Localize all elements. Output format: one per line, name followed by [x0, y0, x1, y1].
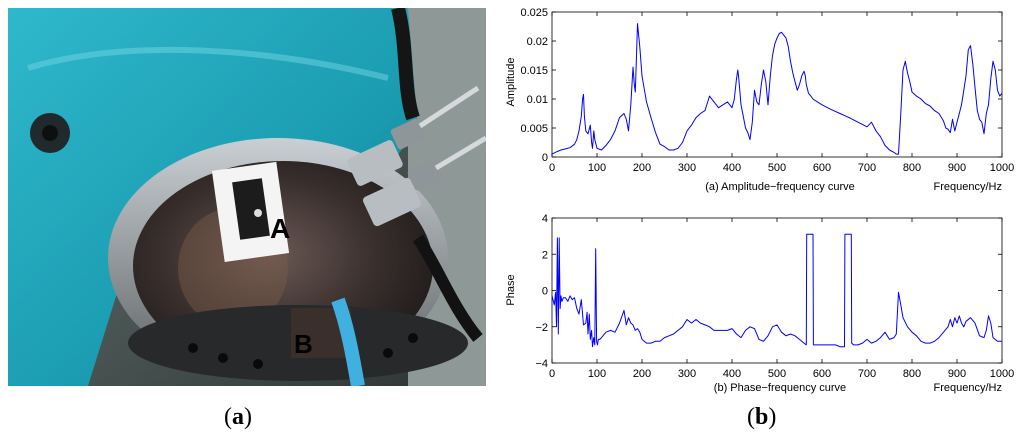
x-tick-label: 900 — [948, 162, 966, 174]
x-tick-label: 0 — [549, 368, 555, 380]
charts-svg: Amplitude (a) Amplitude−frequency curve … — [505, 7, 1014, 394]
series-line — [551, 23, 1003, 155]
x-tick-label: 700 — [858, 162, 876, 174]
x-tick-label: 300 — [678, 368, 696, 380]
y-tick-label: 0.005 — [520, 123, 548, 135]
phase-xlabel: Frequency/Hz — [934, 382, 1002, 394]
label-b: B — [294, 329, 313, 359]
x-tick-label: 0 — [549, 162, 555, 174]
blue-cable — [331, 297, 365, 386]
x-tick-label: 600 — [813, 162, 831, 174]
label-a: A — [270, 213, 290, 244]
x-tick-label: 600 — [813, 368, 831, 380]
x-tick-label: 300 — [678, 162, 696, 174]
phase-frequency-chart: Phase (b) Phase−frequency curve Frequenc… — [505, 213, 1014, 394]
y-tick-label: 0 — [542, 152, 548, 164]
amplitude-ylabel: Amplitude — [505, 58, 517, 107]
y-tick-label: 0 — [542, 286, 548, 298]
y-tick-label: 0.025 — [520, 7, 548, 19]
x-tick-label: 700 — [858, 368, 876, 380]
x-tick-label: 100 — [588, 368, 606, 380]
sensor-patch — [232, 178, 270, 240]
amplitude-xlabel: Frequency/Hz — [934, 181, 1002, 193]
test-rig-photo: A B — [8, 8, 486, 386]
x-tick-label: 800 — [903, 368, 921, 380]
y-tick-label: 0.015 — [520, 65, 548, 77]
x-tick-label: 1000 — [990, 162, 1014, 174]
x-tick-label: 200 — [633, 368, 651, 380]
plot-frame — [551, 217, 1003, 364]
y-tick-label: 4 — [542, 213, 548, 225]
end-plate-bolts — [188, 333, 418, 369]
corrugated-hose — [391, 8, 420, 121]
housing-highlight — [27, 46, 389, 81]
test-rig-illustration: A B — [8, 8, 486, 386]
y-tick-label: 2 — [542, 249, 548, 261]
series-line — [551, 233, 1002, 348]
phase-caption: (b) Phase−frequency curve — [714, 382, 846, 394]
x-tick-label: 800 — [903, 162, 921, 174]
amplitude-frequency-chart: Amplitude (a) Amplitude−frequency curve … — [505, 7, 1014, 193]
caption-a: (a) — [224, 404, 252, 430]
caption-b: (b) — [747, 404, 777, 430]
x-tick-label: 500 — [768, 368, 786, 380]
y-tick-label: 0.01 — [527, 94, 548, 106]
y-tick-label: 0.02 — [527, 36, 548, 48]
phase-ylabel: Phase — [505, 274, 517, 305]
x-tick-label: 400 — [723, 368, 741, 380]
sensor-connectors — [347, 85, 486, 227]
amplitude-caption: (a) Amplitude−frequency curve — [705, 181, 855, 193]
y-tick-label: −2 — [535, 322, 548, 334]
frequency-response-charts: Amplitude (a) Amplitude−frequency curve … — [500, 0, 1024, 400]
x-tick-label: 900 — [948, 368, 966, 380]
x-tick-label: 500 — [768, 162, 786, 174]
x-tick-label: 400 — [723, 162, 741, 174]
x-tick-label: 200 — [633, 162, 651, 174]
x-tick-label: 100 — [588, 162, 606, 174]
x-tick-label: 1000 — [990, 368, 1014, 380]
plot-frame — [551, 11, 1003, 158]
y-tick-label: −4 — [535, 358, 548, 370]
